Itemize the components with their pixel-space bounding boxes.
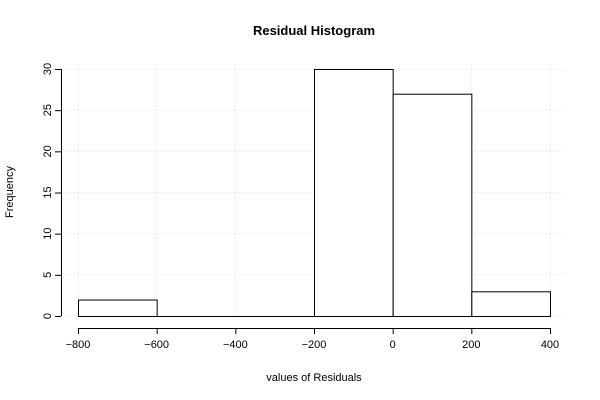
y-tick-label-1: 5 — [42, 272, 54, 278]
y-axis-label: Frequency — [4, 166, 16, 218]
y-tick-label-3: 15 — [42, 186, 54, 198]
y-axis: 0 5 10 15 20 25 30 — [42, 63, 62, 319]
y-tick-label-5: 25 — [42, 104, 54, 116]
histogram-bar-4 — [392, 93, 473, 317]
histogram-bars — [78, 69, 552, 317]
y-tick-label-0: 0 — [42, 313, 54, 319]
histogram-bar-0 — [78, 299, 158, 317]
x-tick-label-1: −600 — [144, 339, 169, 351]
x-tick-label-5: 200 — [462, 339, 480, 351]
x-axis-label: values of Residuals — [266, 372, 362, 384]
y-tick-label-4: 20 — [42, 145, 54, 157]
x-axis: −800 −600 −400 −200 0 200 400 — [66, 328, 559, 351]
y-tick-label-2: 10 — [42, 228, 54, 240]
x-tick-label-2: −400 — [223, 339, 248, 351]
x-tick-label-0: −800 — [66, 339, 91, 351]
x-tick-label-6: 400 — [541, 339, 559, 351]
x-tick-label-4: 0 — [390, 339, 396, 351]
y-tick-label-6: 30 — [42, 63, 54, 75]
chart-title: Residual Histogram — [253, 23, 375, 38]
x-tick-label-3: −200 — [302, 339, 327, 351]
histogram-bar-5 — [471, 291, 552, 317]
histogram-bar-3 — [314, 69, 394, 317]
